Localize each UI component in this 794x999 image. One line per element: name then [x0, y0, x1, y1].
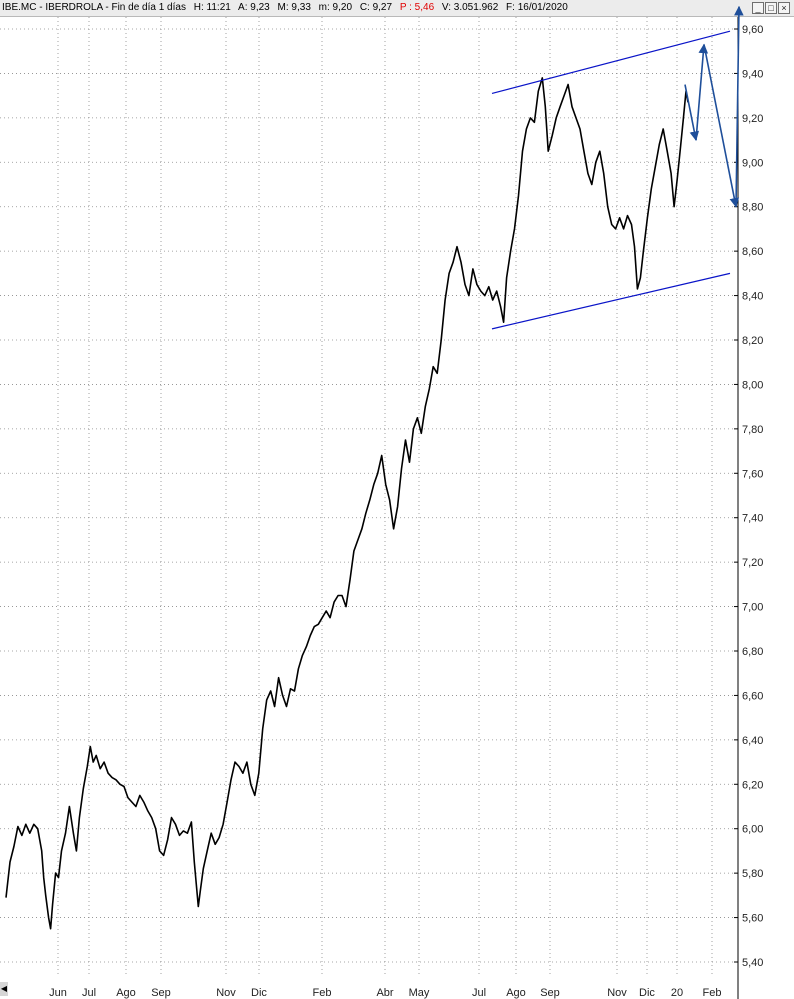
y-axis-labels: 9,60 9,40 9,20 9,00 8,80 8,60 8,40 8,20 8,00 7,80…: [734, 24, 763, 969]
minimize-button[interactable]: _: [752, 2, 764, 14]
x-tick-label: Sep: [151, 987, 171, 999]
price-series: [5, 77, 689, 930]
x-tick-label: Dic: [251, 987, 267, 999]
channel-upper-line: [491, 30, 731, 95]
projection-arrows: [684, 5, 744, 208]
y-tick-label: 8,60: [742, 246, 763, 258]
header-max: M: 9,33: [277, 2, 311, 13]
x-tick-label: Feb: [313, 987, 332, 999]
y-tick-label: 9,60: [742, 24, 763, 36]
header-open: A: 9,23: [238, 2, 270, 13]
y-tick-label: 9,00: [742, 157, 763, 169]
y-tick-label: 6,40: [742, 735, 763, 747]
y-tick-label: 7,40: [742, 513, 763, 525]
projection-arrow: [684, 84, 700, 142]
x-tick-label: Sep: [540, 987, 560, 999]
x-tick-label: Abr: [376, 987, 393, 999]
y-tick-label: 5,80: [742, 868, 763, 880]
restore-button[interactable]: □: [765, 2, 777, 14]
y-tick-label: 8,00: [742, 379, 763, 391]
title-bar: IBE.MC - IBERDROLA - Fin de día 1 días H…: [0, 0, 794, 17]
x-tick-label: Jul: [472, 987, 486, 999]
scroll-left-arrow[interactable]: ◀: [0, 982, 8, 996]
y-tick-label: 8,20: [742, 335, 763, 347]
x-tick-label: 20: [671, 987, 683, 999]
y-tick-label: 7,20: [742, 557, 763, 569]
header-close: C: 9,27: [359, 2, 393, 13]
channel-lower-line: [491, 272, 731, 330]
header-date: F: 16/01/2020: [506, 2, 568, 13]
y-tick-label: 7,60: [742, 468, 763, 480]
x-tick-label: Ago: [506, 987, 526, 999]
y-tick-label: 6,00: [742, 824, 763, 836]
y-tick-label: 5,60: [742, 913, 763, 925]
horizontal-grid: [0, 28, 736, 963]
header-pct: P : 5,46: [399, 2, 435, 13]
y-tick-label: 9,40: [742, 68, 763, 80]
x-tick-label: Nov: [607, 987, 627, 999]
header-volume: V: 3.051.962: [441, 2, 499, 13]
header-high: H: 11:21: [193, 2, 231, 13]
x-tick-label: Jun: [49, 987, 67, 999]
x-tick-label: Ago: [116, 987, 136, 999]
y-tick-label: 7,00: [742, 602, 763, 614]
trend-channel: [491, 30, 731, 330]
x-tick-label: Dic: [639, 987, 655, 999]
x-tick-label: Nov: [216, 987, 236, 999]
projection-arrow: [695, 43, 709, 141]
projection-arrow: [734, 5, 744, 207]
x-tick-label: May: [409, 987, 430, 999]
y-tick-label: 5,40: [742, 957, 763, 969]
y-tick-label: 8,80: [742, 202, 763, 214]
y-tick-label: 6,60: [742, 690, 763, 702]
y-tick-label: 7,80: [742, 424, 763, 436]
price-line: [5, 77, 689, 930]
header-symbol: IBE.MC - IBERDROLA - Fin de día 1 días: [2, 2, 186, 13]
x-axis-labels: Jun Jul Ago Sep Nov Dic Feb Abr May Jul Ago Sep Nov D…: [49, 987, 721, 999]
y-tick-label: 8,40: [742, 291, 763, 303]
header-min: m: 9,20: [318, 2, 353, 13]
y-tick-label: 9,20: [742, 113, 763, 125]
y-tick-label: 6,20: [742, 779, 763, 791]
x-tick-label: Feb: [703, 987, 722, 999]
close-button[interactable]: ×: [778, 2, 790, 14]
x-tick-label: Jul: [82, 987, 96, 999]
projection-arrow: [703, 44, 740, 208]
y-tick-label: 6,80: [742, 646, 763, 658]
